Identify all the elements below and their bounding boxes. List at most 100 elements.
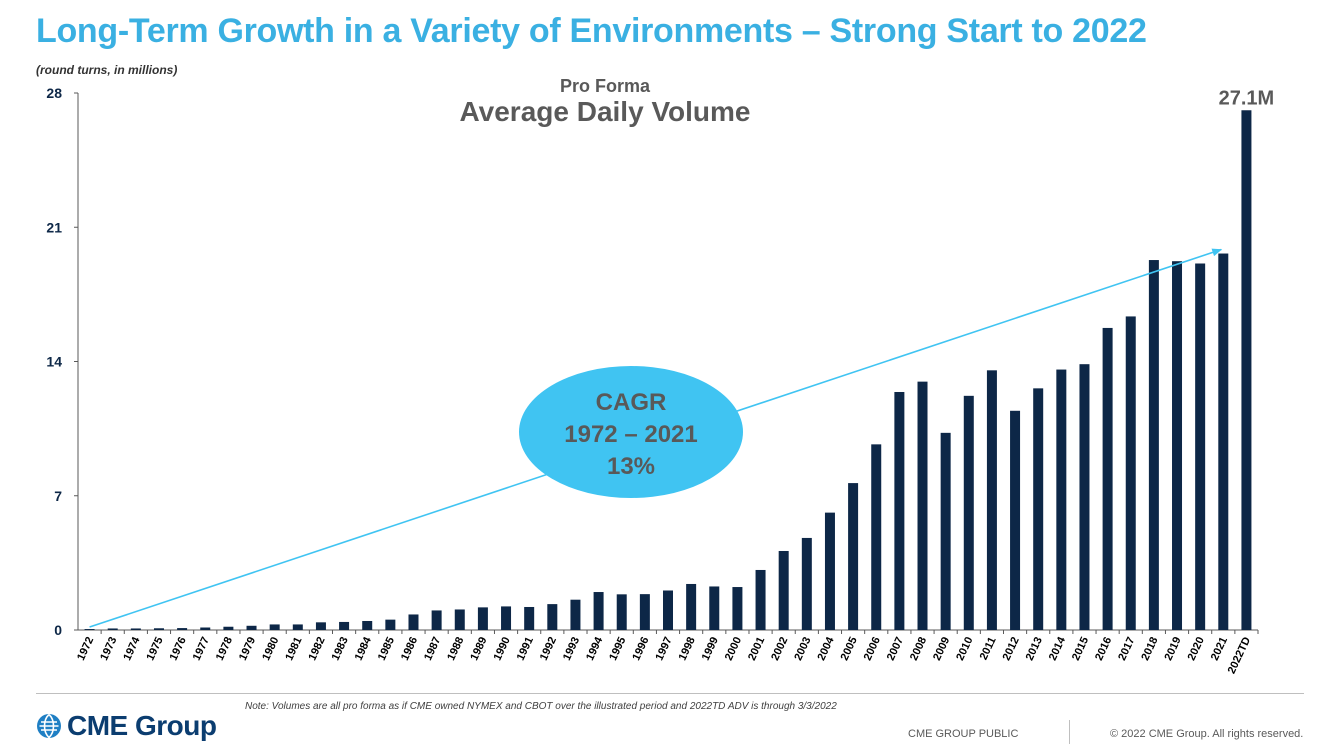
bar-1973 xyxy=(107,628,118,630)
bar-1985 xyxy=(385,619,396,630)
x-tick-label-1987: 1987 xyxy=(422,635,443,662)
bar-2009 xyxy=(940,432,951,630)
bar-1974 xyxy=(130,628,141,630)
x-tick-label-2020: 2020 xyxy=(1186,635,1207,662)
bar-1996 xyxy=(639,594,650,630)
bar-2001 xyxy=(755,569,766,630)
cagr-bubble-line-3: 13% xyxy=(607,453,655,480)
x-tick-label-1979: 1979 xyxy=(237,635,258,662)
x-tick-label-1989: 1989 xyxy=(468,635,489,662)
x-tick-label-1975: 1975 xyxy=(144,635,165,662)
bar-1977 xyxy=(200,627,211,630)
classification-label: CME GROUP PUBLIC xyxy=(908,728,1019,740)
y-tick-label: 7 xyxy=(54,488,62,504)
footer-divider xyxy=(1069,720,1070,744)
bar-1997 xyxy=(663,590,673,630)
bar-2005 xyxy=(848,483,859,630)
data-label-2022TD: 27.1M xyxy=(1219,87,1275,109)
x-tick-label-2011: 2011 xyxy=(978,635,999,662)
bar-1982 xyxy=(315,622,326,630)
x-tick-label-1996: 1996 xyxy=(630,635,651,662)
x-tick-label-1986: 1986 xyxy=(399,635,420,662)
bar-2019 xyxy=(1172,261,1183,630)
chart-title: Average Daily Volume xyxy=(459,96,751,127)
x-tick-label-1981: 1981 xyxy=(283,635,304,662)
bar-2017 xyxy=(1125,316,1136,630)
bar-2007 xyxy=(894,391,905,630)
x-tick-label-1993: 1993 xyxy=(561,635,582,662)
y-tick-label: 14 xyxy=(46,354,62,370)
x-tick-label-1978: 1978 xyxy=(214,635,235,662)
bar-1998 xyxy=(686,583,697,630)
bar-2012 xyxy=(1010,410,1021,630)
bar-1989 xyxy=(477,607,488,630)
x-tick-label-2004: 2004 xyxy=(815,634,837,662)
bar-1979 xyxy=(246,625,257,630)
x-tick-label-1972: 1972 xyxy=(75,635,96,662)
bar-2013 xyxy=(1033,388,1044,630)
bar-1981 xyxy=(292,624,303,630)
bar-1976 xyxy=(177,628,188,630)
bar-1986 xyxy=(408,614,419,630)
bar-2003 xyxy=(801,537,812,630)
y-tick-label: 21 xyxy=(46,219,62,235)
cme-logo: CME Group xyxy=(36,710,217,742)
bar-2010 xyxy=(963,395,974,630)
y-tick-label: 28 xyxy=(46,85,62,101)
bar-1983 xyxy=(339,621,350,630)
x-tick-label-1983: 1983 xyxy=(330,635,351,662)
bar-2002 xyxy=(778,550,789,630)
x-tick-label-2002: 2002 xyxy=(769,635,790,662)
bar-2011 xyxy=(986,370,997,630)
x-tick-label-1988: 1988 xyxy=(445,635,466,662)
x-tick-label-1977: 1977 xyxy=(191,635,212,662)
bar-1994 xyxy=(593,592,604,630)
x-tick-label-1994: 1994 xyxy=(584,634,606,662)
footer-rule xyxy=(36,693,1304,694)
x-tick-label-2012: 2012 xyxy=(1001,635,1022,662)
x-tick-label-1985: 1985 xyxy=(376,635,397,662)
bar-1987 xyxy=(431,610,442,630)
x-tick-label-1997: 1997 xyxy=(653,635,674,662)
bar-1980 xyxy=(269,624,280,630)
x-tick-label-2009: 2009 xyxy=(931,635,952,662)
bar-1999 xyxy=(709,586,720,630)
bar-2022TD xyxy=(1241,110,1252,630)
x-tick-label-1990: 1990 xyxy=(492,635,513,662)
bar-2000 xyxy=(732,587,743,630)
bar-2020 xyxy=(1195,263,1206,630)
x-tick-label-2014: 2014 xyxy=(1047,634,1069,662)
x-tick-label-2013: 2013 xyxy=(1024,635,1045,662)
x-tick-label-1974: 1974 xyxy=(121,634,143,662)
footnote: Note: Volumes are all pro forma as if CM… xyxy=(245,701,837,712)
x-tick-label-2010: 2010 xyxy=(954,635,975,662)
x-tick-label-2017: 2017 xyxy=(1116,635,1137,662)
bar-1992 xyxy=(547,604,558,630)
x-tick-label-2001: 2001 xyxy=(746,635,767,662)
bar-2006 xyxy=(871,444,882,630)
x-tick-label-2016: 2016 xyxy=(1093,635,1114,662)
bar-1988 xyxy=(454,609,465,630)
x-tick-label-1973: 1973 xyxy=(98,635,119,662)
bar-2004 xyxy=(824,512,835,630)
x-tick-label-1982: 1982 xyxy=(306,635,327,662)
x-tick-label-2005: 2005 xyxy=(839,635,860,662)
adv-bar-chart: 0 7 14 21 28 1972 1973 1974 1975 1976 1977 1978 1979… xyxy=(46,85,1275,676)
x-tick-label-1992: 1992 xyxy=(538,635,559,662)
y-tick-label: 0 xyxy=(54,622,62,638)
x-tick-label-1999: 1999 xyxy=(700,635,721,662)
x-tick-label-2015: 2015 xyxy=(1070,635,1091,662)
bar-1984 xyxy=(362,620,373,630)
x-tick-label-1976: 1976 xyxy=(168,635,189,662)
x-tick-label-1998: 1998 xyxy=(677,635,698,662)
x-tick-label-1991: 1991 xyxy=(515,635,536,662)
x-tick-label-1980: 1980 xyxy=(260,635,281,662)
bar-2008 xyxy=(917,381,928,630)
bar-2014 xyxy=(1056,369,1067,630)
bar-2016 xyxy=(1102,327,1113,630)
bar-1978 xyxy=(223,626,234,630)
x-tick-label-2019: 2019 xyxy=(1163,635,1184,662)
units-note: (round turns, in millions) xyxy=(36,63,178,77)
bar-1990 xyxy=(501,606,512,630)
bar-2015 xyxy=(1079,364,1090,630)
